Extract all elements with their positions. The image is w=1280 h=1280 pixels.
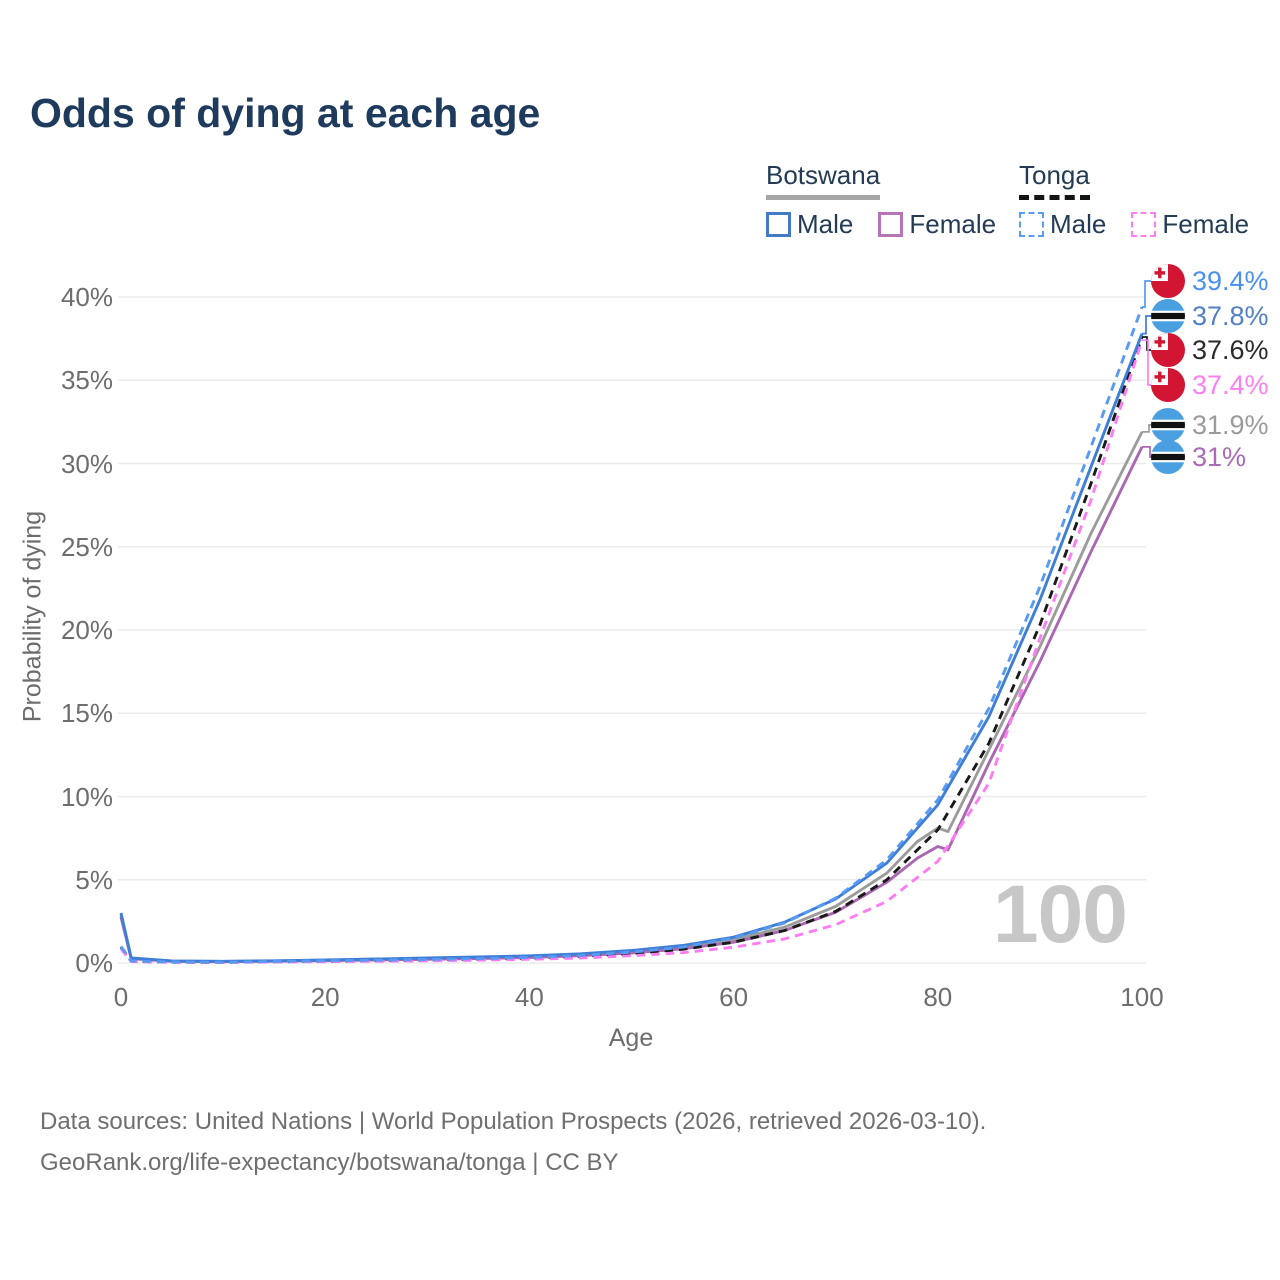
page-title: Odds of dying at each age xyxy=(30,90,541,136)
y-tick-15%: 15% xyxy=(60,698,113,729)
x-tick-60: 60 xyxy=(719,982,749,1012)
x-tick-0: 0 xyxy=(113,982,129,1012)
legend-heading-tonga[interactable]: Tonga xyxy=(1019,160,1090,200)
legend-item-label: Male xyxy=(797,209,854,239)
legend-item-label: Female xyxy=(909,209,997,239)
tonga-flag-icon xyxy=(1151,264,1185,298)
botswana-flag-icon xyxy=(1151,408,1185,442)
end-label-37.6%: 37.6% xyxy=(1151,333,1269,367)
end-label-31.9%: 31.9% xyxy=(1151,408,1269,442)
legend-group-tonga: Tonga Male Female xyxy=(1019,160,1249,240)
end-label-value: 31% xyxy=(1192,442,1247,472)
botswana-flag-icon xyxy=(1151,299,1185,333)
end-label-connectors xyxy=(1142,280,1151,458)
end-label-value: 37.8% xyxy=(1192,301,1269,331)
legend-botswana-line-style-swatch xyxy=(766,195,881,200)
y-tick-20%: 20% xyxy=(60,615,113,645)
legend-item-label: Female xyxy=(1162,209,1250,239)
tonga-flag-icon xyxy=(1151,333,1185,367)
legend-item-botswana-male[interactable]: Male xyxy=(766,209,853,240)
gridlines xyxy=(118,296,1146,964)
series-line-botswana-female xyxy=(119,446,1144,964)
legend-swatch-icon xyxy=(1019,212,1044,237)
footer-attribution: GeoRank.org/life-expectancy/botswana/ton… xyxy=(40,1149,619,1176)
legend-tonga-line-style-swatch xyxy=(1019,195,1090,200)
series-line-tonga-male xyxy=(119,306,1144,964)
age-counter-watermark: 100 xyxy=(993,869,1128,960)
end-label-37.8%: 37.8% xyxy=(1151,299,1269,333)
legend-swatch-icon xyxy=(766,212,791,237)
legend-heading-label: Tonga xyxy=(1019,160,1090,190)
series-line-tonga-both xyxy=(119,336,1144,964)
legend-items: Male Female xyxy=(1019,209,1249,240)
x-tick-80: 80 xyxy=(923,982,953,1012)
y-tick-30%: 30% xyxy=(60,448,113,479)
y-tick-5%: 5% xyxy=(75,864,113,895)
end-label-value: 37.4% xyxy=(1192,370,1269,400)
legend-item-botswana-female[interactable]: Female xyxy=(878,209,996,240)
end-label-37.4%: 37.4% xyxy=(1151,368,1269,402)
legend-item-tonga-male[interactable]: Male xyxy=(1019,209,1106,240)
connector-31% xyxy=(1142,446,1151,458)
legend-item-tonga-female[interactable]: Female xyxy=(1131,209,1249,240)
connector-37.6% xyxy=(1142,336,1151,351)
legend-items: Male Female xyxy=(766,209,996,240)
series-line-botswana-both xyxy=(119,431,1144,963)
end-label-value: 39.4% xyxy=(1192,266,1269,296)
legend-heading-label: Botswana xyxy=(766,160,881,190)
footer-data-sources: Data sources: United Nations | World Pop… xyxy=(40,1108,987,1135)
connector-37.4% xyxy=(1142,339,1151,386)
y-tick-0%: 0% xyxy=(75,948,113,978)
end-label-value: 37.6% xyxy=(1192,335,1269,365)
legend-item-label: Male xyxy=(1050,209,1107,239)
x-tick-40: 40 xyxy=(514,982,544,1012)
series-lines xyxy=(119,306,1144,964)
connector-37.8% xyxy=(1142,315,1151,335)
y-tick-10%: 10% xyxy=(60,781,113,812)
legend-swatch-icon xyxy=(878,212,904,237)
y-tick-35%: 35% xyxy=(60,365,113,396)
y-tick-40%: 40% xyxy=(60,282,113,312)
end-label-value: 31.9% xyxy=(1192,410,1269,440)
x-tick-100: 100 xyxy=(1120,982,1164,1012)
end-label-39.4%: 39.4% xyxy=(1151,264,1269,298)
y-axis-title: Probability of dying xyxy=(18,510,47,723)
legend-swatch-icon xyxy=(1131,212,1157,237)
connector-39.4% xyxy=(1142,280,1151,308)
x-axis-title: Age xyxy=(608,1024,654,1052)
connector-31.9% xyxy=(1142,424,1151,433)
tonga-flag-icon xyxy=(1151,368,1185,402)
botswana-flag-icon xyxy=(1151,440,1185,474)
end-label-31%: 31% xyxy=(1151,440,1246,474)
x-tick-20: 20 xyxy=(310,982,340,1012)
legend-group-botswana: Botswana Male Female xyxy=(766,160,996,240)
legend-heading-botswana[interactable]: Botswana xyxy=(766,160,881,200)
series-line-botswana-male xyxy=(119,333,1144,963)
series-line-tonga-female xyxy=(119,339,1144,964)
y-tick-25%: 25% xyxy=(60,531,113,562)
